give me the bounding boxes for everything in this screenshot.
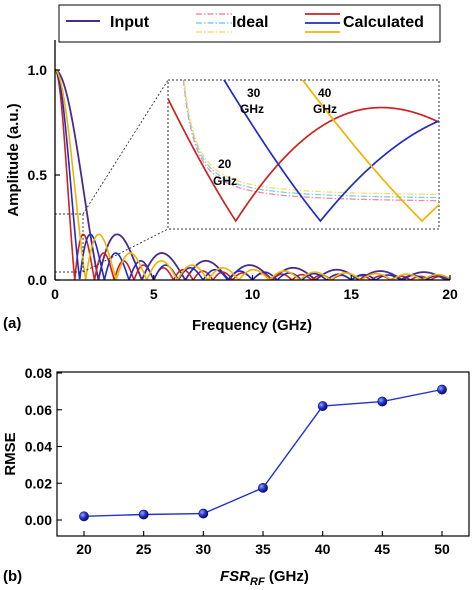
panel-a-y-tick-label: 0.5	[28, 167, 48, 183]
panel-a-x-tick-label: 20	[442, 286, 458, 302]
rmse-point-25	[138, 509, 149, 520]
panel-b-y-tick-label: 0.02	[25, 475, 52, 491]
inset-label-20ghz: 20 GHz	[213, 157, 237, 188]
panel-a-ticks: 0 5 10 15 20 0.0 0.5 1.0	[28, 62, 458, 302]
panel-b-xlabel-unit: (GHz)	[265, 568, 309, 585]
panel-a-x-tick-label: 0	[51, 286, 59, 302]
inset-ideal-curve	[183, 80, 439, 199]
panel-b-y-tick-label: 0.06	[25, 402, 52, 418]
inset-calculated-curve	[168, 98, 439, 223]
panel-a-xlabel: Frequency (GHz)	[192, 317, 312, 334]
inset-ideal-curve	[183, 80, 439, 196]
panel-b-x-tick-label: 45	[375, 541, 391, 557]
rmse-line	[83, 388, 443, 517]
panel-a-series-calculated-3	[55, 69, 450, 280]
panel-a-y-tick-label: 0.0	[28, 272, 48, 288]
legend-swatch-ideal	[196, 13, 232, 33]
inset-ideal-curve	[182, 80, 439, 202]
panel-b-y-tick-label: 0.08	[25, 365, 52, 381]
panel-b-x-tick-label: 20	[76, 541, 92, 557]
panel-a-label: (a)	[3, 315, 21, 332]
rmse-points	[79, 384, 447, 522]
inset-calculated-curve	[223, 80, 439, 223]
panel-b-xlabel-sub: RF	[250, 576, 265, 588]
panel-b: 20 25 30 35 40 45 500.000.020.040.060.08 RMSE …	[2, 365, 470, 588]
legend-label-calculated: Calculated	[343, 14, 424, 31]
inset-label-40ghz: 40 GHz	[313, 86, 337, 116]
panel-a-x-tick-label: 5	[150, 286, 158, 302]
panel-b-xlabel: FSRRF (GHz)	[220, 568, 309, 588]
panel-b-x-tick-label: 25	[136, 541, 152, 557]
legend-label-input: Input	[110, 14, 150, 31]
rmse-point-20	[79, 511, 89, 522]
legend-frame	[58, 4, 441, 43]
inset-curves	[168, 80, 439, 223]
panel-b-label: (b)	[3, 568, 22, 585]
panel-b-x-tick-label: 50	[434, 541, 450, 557]
zoom-region-box	[54, 213, 84, 273]
legend-swatch-calculated	[305, 13, 340, 33]
panel-a-ylabel: Amplitude (a.u.)	[5, 103, 22, 216]
panel-b-y-tick-label: 0.04	[25, 439, 52, 455]
legend: Input Ideal Calculated	[58, 4, 441, 43]
panel-b-x-tick-label: 35	[255, 541, 271, 557]
rmse-point-50	[437, 384, 447, 395]
rmse-point-30	[198, 508, 209, 519]
inset-frame	[167, 79, 440, 230]
panel-a: 20 GHz 30 GHz 40 GHz 0 5 10 15 20 0.0 0.5 1.0 Ampl…	[3, 4, 458, 334]
inset-label-30ghz: 30 GHz	[240, 86, 264, 116]
panel-b-xlabel-main: FSR	[220, 568, 250, 585]
panel-b-y-tick-label: 0.00	[25, 512, 52, 528]
panel-b-x-tick-label: 30	[196, 541, 212, 557]
zoom-connector-top	[82, 79, 169, 215]
panel-a-x-tick-label: 15	[343, 286, 359, 302]
rmse-point-35	[258, 482, 268, 493]
panel-b-ylabel: RMSE	[2, 432, 19, 475]
legend-label-ideal: Ideal	[232, 14, 268, 31]
panel-b-x-tick-label: 40	[315, 541, 331, 557]
panel-a-curves	[55, 69, 450, 280]
panel-b-ticks: 20 25 30 35 40 45 50 0.00 0.02 0.04 0.06 0.08	[25, 365, 450, 557]
rmse-point-40	[317, 401, 328, 411]
panel-a-x-tick-label: 10	[245, 286, 261, 302]
inset-calculated-curve	[301, 80, 439, 223]
panel-a-series-input	[55, 69, 450, 280]
panel-a-y-tick-label: 1.0	[28, 62, 48, 78]
rmse-point-45	[377, 396, 388, 407]
